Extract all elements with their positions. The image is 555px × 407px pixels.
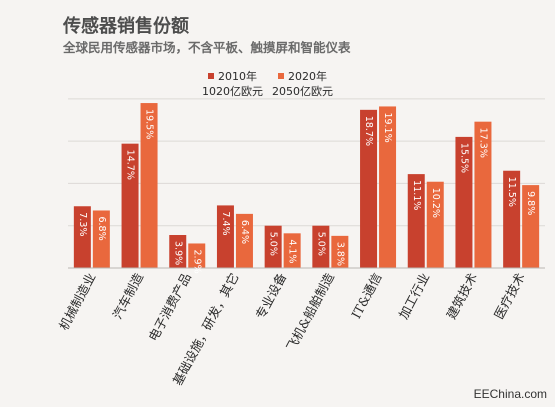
bars: [73, 103, 540, 269]
data-label: 10.2%: [430, 188, 441, 218]
data-label: 9.8%: [525, 191, 536, 215]
bar-2010: [73, 206, 91, 268]
data-label: 6.4%: [239, 220, 250, 244]
category-label: 专业设备: [253, 270, 290, 322]
data-label: 11.1%: [411, 180, 422, 210]
bar-2010: [264, 225, 282, 268]
legend-swatch: [208, 73, 214, 79]
data-label: 6.8%: [96, 216, 107, 240]
bar-2020: [379, 106, 397, 268]
category-label: 飞机&船舶制造: [283, 270, 337, 354]
data-label: 3.9%: [172, 241, 183, 265]
watermark: EEChina.com: [473, 387, 547, 401]
bar-2020: [140, 103, 158, 268]
data-label: 5.0%: [315, 232, 326, 256]
bar-2020: [235, 213, 253, 268]
bar-2020: [522, 185, 540, 268]
category-label: 医疗技术: [491, 270, 528, 322]
category-label: 加工行业: [396, 270, 433, 321]
legend-total: 1020亿欧元: [202, 85, 263, 98]
bar-2010: [360, 109, 378, 269]
data-label: 7.4%: [220, 211, 231, 235]
bar-2020: [188, 243, 206, 268]
data-label: 15.5%: [458, 143, 469, 173]
chart-subtitle: 全球民用传感器市场，不含平板、触摸屏和智能仪表: [63, 40, 351, 55]
legend-total: 2050亿欧元: [272, 85, 333, 98]
legend-label: 2010年: [218, 69, 257, 83]
bar-2010: [121, 143, 139, 268]
category-label: 电子消费产品: [145, 270, 193, 343]
legend-label: 2020年: [288, 69, 327, 83]
data-label: 4.1%: [287, 239, 298, 263]
chart-title: 传感器销售份额: [63, 16, 189, 37]
bar-2010: [169, 235, 187, 268]
data-label: 3.8%: [334, 242, 345, 266]
bar-2020: [283, 233, 301, 268]
bar-2020: [331, 235, 349, 268]
data-label: 19.5%: [144, 109, 155, 139]
bar-2020: [426, 181, 444, 268]
legend: 2010年 1020亿欧元 2020年 2050亿欧元: [202, 69, 333, 98]
bar-2010: [407, 174, 425, 268]
bar-2010: [216, 205, 234, 268]
data-label: 5.0%: [268, 232, 279, 256]
bar-2010: [312, 225, 330, 268]
data-label: 7.3%: [77, 212, 88, 236]
category-label: 汽车制造: [109, 270, 146, 322]
bar-2020: [474, 121, 492, 268]
bar-2010: [455, 136, 473, 268]
data-label: 17.3%: [477, 128, 488, 158]
data-label: 18.7%: [363, 116, 374, 146]
category-label: 建筑技术: [443, 270, 480, 322]
data-label: 14.7%: [125, 150, 136, 180]
gridlines: [68, 98, 545, 227]
data-label: 11.5%: [506, 177, 517, 207]
data-label: 19.1%: [382, 112, 393, 142]
bar-2010: [503, 170, 521, 268]
category-label: 机械制造业: [56, 270, 99, 332]
data-labels: 7.3% 6.8% 14.7% 19.5% 3.9% 2.9% 7.4% 6.4% 5.0% 4.…: [77, 109, 536, 274]
category-label: IT&通信: [348, 270, 384, 321]
legend-swatch: [278, 73, 284, 79]
bar-2020: [92, 210, 110, 268]
data-label: 2.9%: [191, 249, 202, 273]
